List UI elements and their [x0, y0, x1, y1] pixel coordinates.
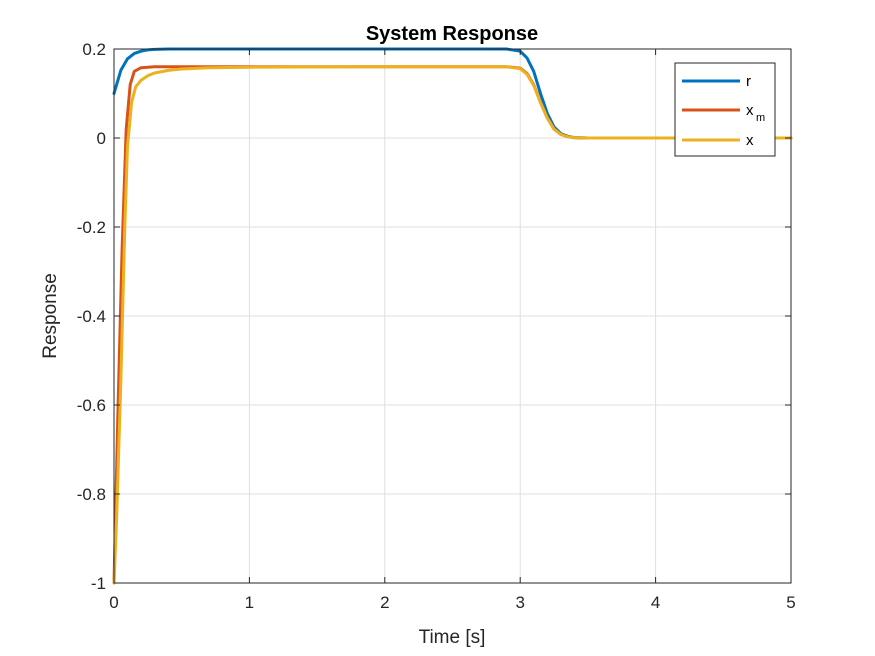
legend-label-r: r	[746, 73, 751, 90]
y-tick-label: 0	[97, 129, 106, 148]
chart-title: System Response	[366, 23, 538, 45]
legend: rx mx	[674, 62, 776, 157]
x-tick-label: 0	[109, 593, 118, 612]
x-axis-label: Time [s]	[419, 627, 486, 648]
y-tick-label: -0.4	[77, 307, 106, 326]
y-tick-label: -0.6	[77, 396, 106, 415]
series-lines	[112, 47, 793, 585]
y-tick-label: -0.8	[77, 485, 106, 504]
x-tick-label: 1	[245, 593, 254, 612]
legend-label-subscript: m	[756, 112, 765, 124]
x-tick-label: 5	[786, 593, 795, 612]
x-tick-label: 3	[515, 593, 524, 612]
y-tick-label: -1	[91, 574, 106, 593]
legend-label-x-m: x	[746, 102, 754, 119]
y-tick-label: 0.2	[82, 40, 106, 59]
ticks: 0 1 2 3 4 5 -1 -0.8 -0.6 -0.4 -0.2 0 0.2	[77, 40, 796, 612]
x-tick-label: 2	[380, 593, 389, 612]
y-axis-label: Response	[40, 273, 61, 359]
y-tick-label: -0.2	[77, 218, 106, 237]
x-tick-label: 4	[651, 593, 660, 612]
series-line-x	[112, 65, 793, 585]
legend-label-x: x	[746, 132, 754, 149]
